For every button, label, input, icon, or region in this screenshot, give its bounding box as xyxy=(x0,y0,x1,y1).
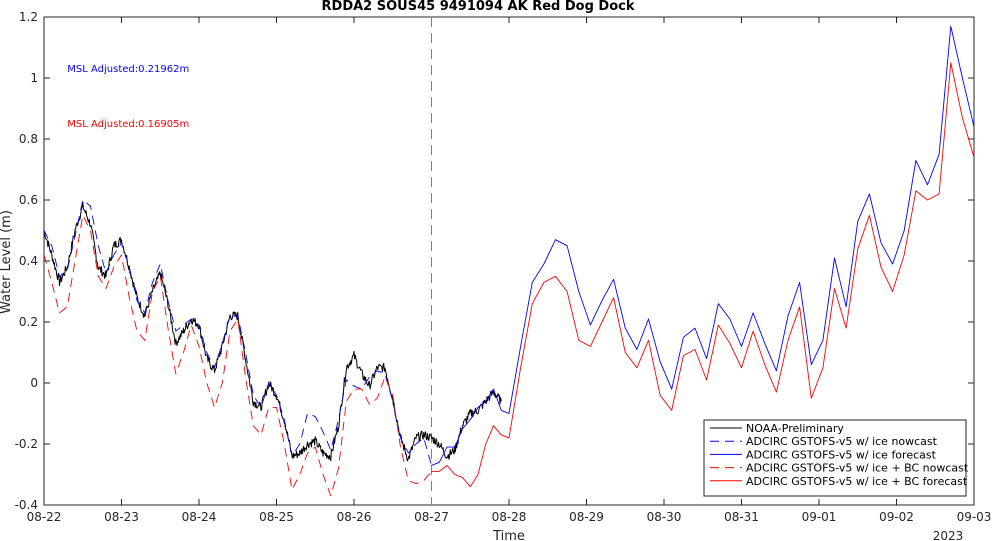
year-label: 2023 xyxy=(933,529,964,541)
y-tick-label: -0.2 xyxy=(15,437,38,451)
y-tick-label: 1.2 xyxy=(19,10,38,24)
x-tick-label: 09-02 xyxy=(879,510,914,524)
y-tick-label: -0.4 xyxy=(15,498,38,512)
x-tick-label: 08-24 xyxy=(182,510,217,524)
series-line xyxy=(431,62,975,488)
legend-label: NOAA-Preliminary xyxy=(746,422,844,435)
y-axis-title: Water Level (m) xyxy=(0,210,14,314)
legend-label: ADCIRC GSTOFS-v5 w/ ice + BC nowcast xyxy=(746,462,969,475)
annotations: MSL Adjusted:0.21962m MSL Adjusted:0.1690… xyxy=(67,64,189,130)
x-tick-label: 08-31 xyxy=(724,510,759,524)
y-tick-label: 0.8 xyxy=(19,132,38,146)
legend-label: ADCIRC GSTOFS-v5 w/ ice + BC forecast xyxy=(746,475,968,488)
x-tick-label: 08-26 xyxy=(337,510,372,524)
y-tick-label: 0 xyxy=(30,376,38,390)
series-line xyxy=(43,214,432,497)
tick-labels: 08-22 08-23 08-24 08-25 08-26 08-27 08-28 08-29… xyxy=(15,10,992,524)
legend-label: ADCIRC GSTOFS-v5 w/ ice nowcast xyxy=(746,435,938,448)
msl-annotation: MSL Adjusted:0.16905m xyxy=(67,119,189,130)
x-tick-label: 09-01 xyxy=(802,510,837,524)
series-line xyxy=(43,199,432,466)
x-tick-label: 08-29 xyxy=(569,510,604,524)
chart-title: RDDA2 SOUS45 9491094 AK Red Dog Dock xyxy=(322,0,635,14)
series-layer xyxy=(43,25,975,497)
series-line xyxy=(43,201,502,462)
x-tick-label: 08-22 xyxy=(27,510,62,524)
x-tick-label: 08-30 xyxy=(647,510,682,524)
legend-box xyxy=(703,419,967,497)
y-tick-label: 1 xyxy=(30,71,38,85)
legend-label: ADCIRC GSTOFS-v5 w/ ice forecast xyxy=(746,448,937,461)
x-axis-title: Time xyxy=(492,529,525,541)
x-tick-label: 09-03 xyxy=(957,510,992,524)
x-tick-label: 08-23 xyxy=(104,510,139,524)
y-tick-label: 0.2 xyxy=(19,315,38,329)
series-line xyxy=(431,25,975,466)
x-tick-label: 08-28 xyxy=(492,510,527,524)
x-tick-label: 08-25 xyxy=(259,510,294,524)
msl-annotation: MSL Adjusted:0.21962m xyxy=(67,64,189,75)
axis-ticks xyxy=(43,16,975,506)
x-tick-label: 08-27 xyxy=(414,510,449,524)
y-tick-label: 0.6 xyxy=(19,193,38,207)
y-tick-label: 0.4 xyxy=(19,254,38,268)
